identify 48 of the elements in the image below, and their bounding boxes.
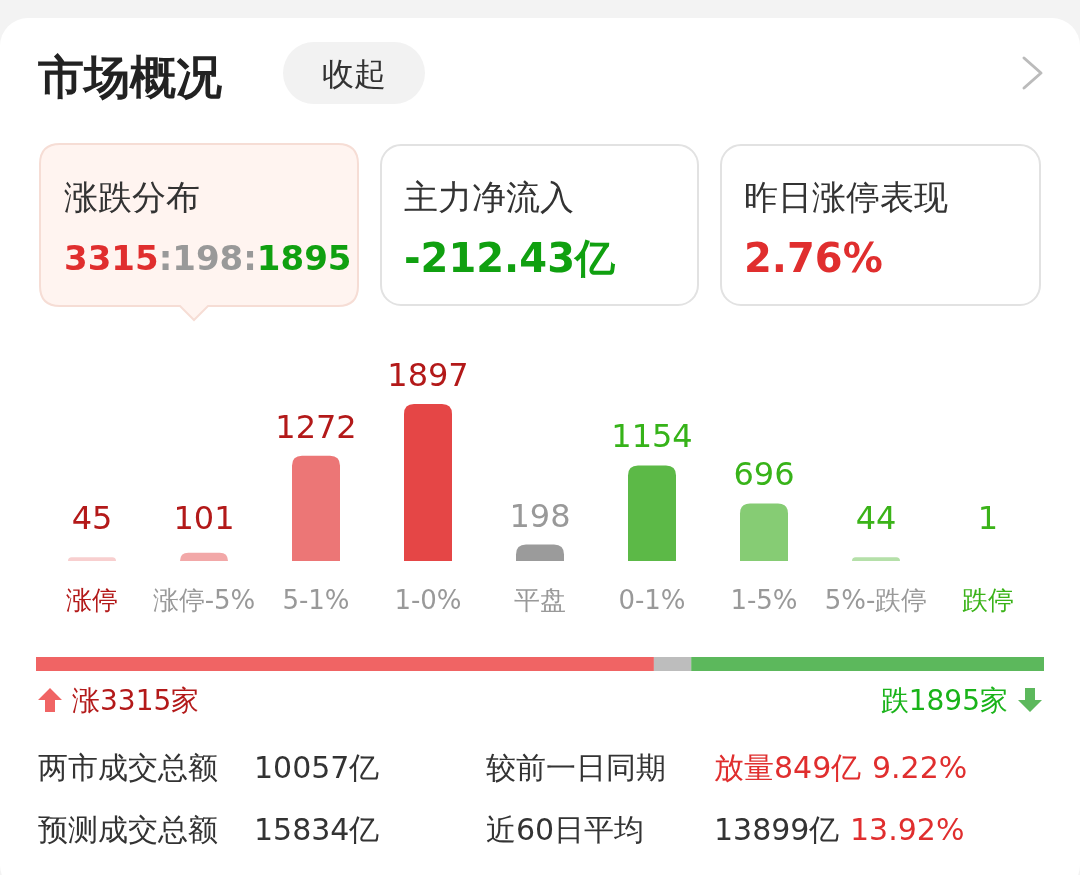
text: 放量849亿 [714,750,862,785]
x-tick-label: 5-1% [282,585,350,615]
text: 13899亿 [714,812,840,847]
data-label: 101 [173,499,235,537]
bar [404,404,452,561]
text: 9.22% [872,750,968,785]
text: 涨跌分布 [64,177,200,217]
x-tick-label: 涨停-5% [152,585,256,615]
text: 13.92% [850,812,965,847]
bar [852,557,900,561]
x-tick-label: 涨停 [66,585,118,615]
text: 涨3315家 [72,684,200,717]
data-label: 696 [733,455,795,494]
bar [628,465,676,561]
text: 跌1895家 [880,684,1008,717]
data-label: 1272 [275,407,357,446]
chart-title: 市场概况 [38,50,222,104]
text: 15834亿 [254,812,380,847]
bar [68,557,116,561]
bar [516,544,564,561]
text: 预测成交总额 [38,812,218,847]
bar [292,455,340,561]
text: 3315 [64,238,159,278]
text: 昨日涨停表现 [744,177,948,217]
bar [180,552,228,561]
text: -212.43亿 [404,235,616,281]
bar [740,503,788,561]
x-tick-label: 平盘 [514,585,566,615]
x-tick-label: 跌停 [962,585,1014,615]
text: 较前一日同期 [486,750,666,785]
text: 2.76% [744,235,883,281]
text: 10057亿 [254,750,380,785]
x-tick-label: 1-5% [730,585,798,615]
x-tick-label: 5%-跌停 [824,585,928,615]
text: 两市成交总额 [38,750,218,785]
text: 主力净流入 [404,177,574,217]
data-label: 1 [977,499,999,537]
text: 近60日平均 [486,812,645,847]
data-label: 1154 [611,417,693,456]
text: 收起 [322,55,386,93]
x-tick-label: 1-0% [394,585,462,615]
data-label: 44 [855,499,897,537]
data-label: 45 [71,499,113,537]
data-label: 198 [509,496,571,535]
text: :198: [158,238,257,278]
data-label: 1897 [387,356,469,394]
x-tick-label: 0-1% [618,585,686,615]
text: 1895 [256,238,352,278]
